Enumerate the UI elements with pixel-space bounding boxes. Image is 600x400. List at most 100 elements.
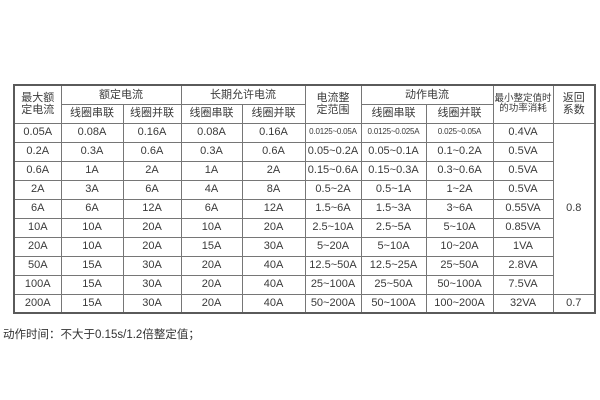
operating-time-note: 动作时间：不大于0.15s/1.2倍整定值； xyxy=(3,329,200,341)
table-cell: 0.0125~0.05A xyxy=(304,122,362,143)
table-cell: 40A xyxy=(241,293,306,314)
table-cell: 3~6A xyxy=(425,198,494,219)
table-cell: 1A xyxy=(180,160,243,181)
table-cell: 100~200A xyxy=(425,293,494,314)
header-text: 的功率消耗 xyxy=(499,103,547,115)
table-cell: 200A xyxy=(13,293,62,314)
header-long-term-current: 长期允许电流 xyxy=(180,84,306,105)
header-text: 定范围 xyxy=(316,104,350,117)
table-cell: 0.16A xyxy=(122,122,182,143)
table-cell: 0.05A xyxy=(13,122,62,143)
table-cell: 0.025~0.05A xyxy=(425,122,494,143)
table-cell: 50A xyxy=(13,255,62,276)
table-cell: 2.5~10A xyxy=(304,217,362,238)
table-row: 0.6A 1A 2A 1A 2A 0.15~0.6A 0.15~0.3A 0.3~0.6A 0.… xyxy=(13,160,595,181)
spec-table-body: 0.05A 0.08A 0.16A 0.08A 0.16A 0.0125~0.05A 0.0… xyxy=(13,122,596,314)
table-cell: 20A xyxy=(180,274,243,295)
header-text: 返回 xyxy=(562,91,585,104)
table-cell: 6A xyxy=(60,198,124,219)
table-cell: 10~20A xyxy=(425,236,494,257)
header-text: 电流整 xyxy=(316,91,350,104)
table-cell: 10A xyxy=(180,217,243,238)
table-cell: 0.55VA xyxy=(492,198,554,219)
header-min-power: 最小整定值时 的功率消耗 xyxy=(492,84,554,124)
return-coefficient-cell: 0.8 xyxy=(552,122,596,295)
table-cell: 0.0125~0.025A xyxy=(360,122,427,143)
table-cell: 20A xyxy=(122,236,182,257)
table-cell: 6A xyxy=(13,198,62,219)
table-cell: 10A xyxy=(60,236,124,257)
header-text: 定电流 xyxy=(21,104,55,117)
table-cell: 20A xyxy=(13,236,62,257)
table-row: 0.05A 0.08A 0.16A 0.08A 0.16A 0.0125~0.05A 0.0… xyxy=(13,122,596,295)
table-cell: 25~50A xyxy=(360,274,427,295)
table-cell: 2A xyxy=(13,179,62,200)
header-text: 最大额 xyxy=(21,91,55,104)
table-row: 200A 15A 30A 20A 40A 50~200A 50~100A 100~200A 32… xyxy=(13,293,596,314)
header-coil-parallel: 线圈并联 xyxy=(122,103,182,124)
table-cell: 0.4VA xyxy=(492,122,554,143)
table-row: 6A 6A 12A 6A 12A 1.5~6A 1.5~3A 3~6A 0.55VA xyxy=(13,198,595,219)
table-cell: 40A xyxy=(241,255,306,276)
table-cell: 25~50A xyxy=(425,255,494,276)
table-cell: 0.5VA xyxy=(492,141,554,162)
table-cell: 15A xyxy=(60,293,124,314)
header-setting-range: 电流整 定范围 xyxy=(304,84,362,124)
table-cell: 5~10A xyxy=(360,236,427,257)
table-cell: 1VA xyxy=(492,236,554,257)
header-max-rated-current: 最大额 定电流 xyxy=(13,84,62,124)
table-cell: 20A xyxy=(241,217,306,238)
table-cell: 0.85VA xyxy=(492,217,554,238)
table-cell: 1.5~6A xyxy=(304,198,362,219)
header-text: 系数 xyxy=(562,104,585,117)
table-cell: 50~100A xyxy=(425,274,494,295)
table-header: 最大额 定电流 额定电流 长期允许电流 电流整 定范围 动作电流 最小整定值时 的功率… xyxy=(13,84,596,124)
table-cell: 2.5~5A xyxy=(360,217,427,238)
table-cell: 15A xyxy=(60,274,124,295)
header-coil-parallel: 线圈并联 xyxy=(241,103,306,124)
table-cell: 5~20A xyxy=(304,236,362,257)
table-row: 10A 10A 20A 10A 20A 2.5~10A 2.5~5A 5~10A 0.85VA xyxy=(13,217,595,238)
header-operating-current: 动作电流 xyxy=(360,84,494,105)
table-cell: 5~10A xyxy=(425,217,494,238)
table-cell: 30A xyxy=(122,293,182,314)
table-row: 2A 3A 6A 4A 8A 0.5~2A 0.5~1A 1~2A 0.5VA xyxy=(13,179,595,200)
table-cell: 2A xyxy=(241,160,306,181)
table-cell: 0.15~0.3A xyxy=(360,160,427,181)
table-cell: 0.3~0.6A xyxy=(425,160,494,181)
table-cell: 40A xyxy=(241,274,306,295)
table-cell: 10A xyxy=(60,217,124,238)
table-cell: 1.5~3A xyxy=(360,198,427,219)
header-rated-current: 额定电流 xyxy=(60,84,182,105)
table-cell: 20A xyxy=(180,255,243,276)
table-cell: 50~100A xyxy=(360,293,427,314)
table-cell: 10A xyxy=(13,217,62,238)
table-cell: 8A xyxy=(241,179,306,200)
table-cell: 2A xyxy=(122,160,182,181)
table-cell: 0.15~0.6A xyxy=(304,160,362,181)
table-cell: 32VA xyxy=(492,293,554,314)
table-cell: 0.05~0.1A xyxy=(360,141,427,162)
table-cell: 1A xyxy=(60,160,124,181)
table-cell: 0.1~0.2A xyxy=(425,141,494,162)
table-cell: 4A xyxy=(180,179,243,200)
table-cell: 0.6A xyxy=(122,141,182,162)
table-cell: 3A xyxy=(60,179,124,200)
table-row: 50A 15A 30A 20A 40A 12.5~50A 12.5~25A 25~50A 2.8… xyxy=(13,255,595,276)
table-cell: 15A xyxy=(180,236,243,257)
return-coefficient-cell: 0.7 xyxy=(552,293,596,314)
table-cell: 7.5VA xyxy=(492,274,554,295)
table-cell: 0.16A xyxy=(241,122,306,143)
table-row: 100A 15A 30A 20A 40A 25~100A 25~50A 50~100A 7.5V… xyxy=(13,274,595,295)
table-cell: 12A xyxy=(241,198,306,219)
table-cell: 12A xyxy=(122,198,182,219)
table-cell: 50~200A xyxy=(304,293,362,314)
table-cell: 0.6A xyxy=(13,160,62,181)
table-cell: 25~100A xyxy=(304,274,362,295)
table-cell: 6A xyxy=(180,198,243,219)
header-coil-series: 线圈串联 xyxy=(60,103,124,124)
table-cell: 0.2A xyxy=(13,141,62,162)
table-cell: 0.3A xyxy=(180,141,243,162)
table-cell: 20A xyxy=(180,293,243,314)
